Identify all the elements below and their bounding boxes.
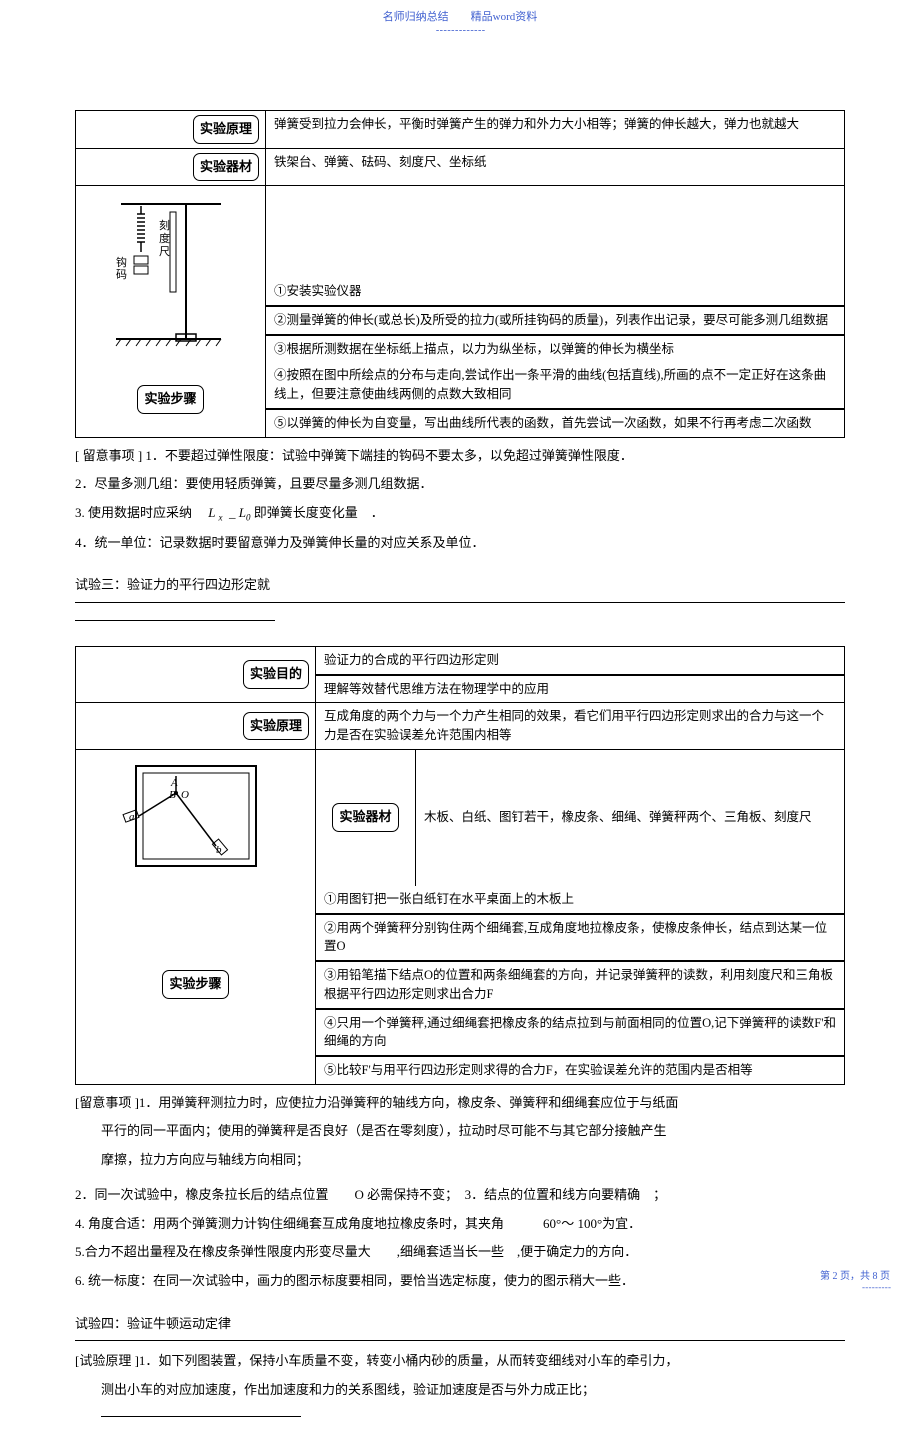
exp2-illustration: 刻 度 尺 钩 码: [76, 186, 266, 362]
exp3-illustration: A B O a b: [76, 750, 316, 886]
svg-text:钩: 钩: [116, 255, 127, 269]
exp4-title: 试验四：验证牛顿运动定律: [75, 1312, 845, 1337]
exp2-row-steps: 实验步骤 ④按照在图中所绘点的分布与走向,尝试作出一条平滑的曲线(包括直线),所…: [76, 362, 844, 436]
exp2-note4: 4．统一单位：记录数据时要留意弹力及弹簧伸长量的对应关系及单位．: [75, 531, 845, 556]
exp3-purpose1: 验证力的合成的平行四边形定则: [316, 647, 844, 675]
exp2-row-equipment: 实验器材 铁架台、弹簧、砝码、刻度尺、坐标纸: [76, 149, 844, 187]
page-header: 名师归纳总结 精品word资料 - - - - - - - - - - - - …: [0, 0, 920, 40]
exp3-note1: [留意事项 ]1．用弹簧秤测拉力时，应使拉力沿弹簧秤的轴线方向，橡皮条、弹簧秤和…: [75, 1091, 845, 1116]
exp4-note1: [试验原理 ]1．如下列图装置，保持小车质量不变，转变小桶内砂的质量，从而转变细…: [75, 1349, 845, 1374]
exp2-label-principle: 实验原理: [193, 115, 259, 144]
exp3-label-equipment: 实验器材: [332, 803, 398, 832]
exp2-note1: [ 留意事项 ] 1．不要超过弹性限度：试验中弹簧下端挂的钩码不要太多，以免超过…: [75, 444, 845, 469]
exp2-step2: ②测量弹簧的伸长(或总长)及所受的拉力(或所挂钩码的质量)，列表作出记录，要尽可…: [266, 306, 844, 335]
exp2-equipment-text: 铁架台、弹簧、砝码、刻度尺、坐标纸: [266, 149, 844, 186]
exp2-steps-pre: ①安装实验仪器 ②测量弹簧的伸长(或总长)及所受的拉力(或所挂钩码的质量)，列表…: [266, 186, 844, 362]
exp3-mid: A B O a b 实验器材 木板、白纸、图钉若干，橡皮条、细绳、弹簧: [76, 750, 844, 886]
exp3-note1c: 摩擦，拉力方向应与轴线方向相同；: [75, 1148, 845, 1173]
exp2-step3: ③根据所测数据在坐标纸上描点，以力为纵坐标，以弹簧的伸长为横坐标: [266, 335, 844, 363]
exp4-note1b: 测出小车的对应加速度，作出加速度和力的关系图线，验证加速度是否与外力成正比；: [75, 1378, 845, 1403]
exp2-step4: ④按照在图中所绘点的分布与走向,尝试作出一条平滑的曲线(包括直线),所画的点不一…: [266, 362, 844, 409]
exp3-row-purpose: 实验目的 验证力的合成的平行四边形定则 理解等效替代思维方法在物理学中的应用: [76, 647, 844, 704]
short-underline: [75, 620, 275, 621]
exp3-note1b: 平行的同一平面内；使用的弹簧秤是否良好（是否在零刻度），拉动时尽可能不与其它部分…: [75, 1119, 845, 1144]
exp2-mid: 刻 度 尺 钩 码 ①安装实验仪器 ②测量弹簧的伸长(或总长)及所受的: [76, 186, 844, 362]
exp2-label-equipment: 实验器材: [193, 153, 259, 182]
ruler-label: 刻: [159, 218, 170, 232]
svg-text:A: A: [170, 777, 178, 789]
exp3-step2: ②用两个弹簧秤分别钩住两个细绳套,互成角度地拉橡皮条，使橡皮条伸长，结点到达某一…: [316, 914, 844, 962]
footer-text: 第 2 页，共 8 页: [820, 1271, 890, 1282]
formula-lx-l0: L x _ L0: [208, 505, 250, 520]
exp2-row-principle: 实验原理 弹簧受到拉力会伸长，平衡时弹簧产生的弹力和外力大小相等；弹簧的伸长越大…: [76, 111, 844, 149]
exp2-step5: ⑤以弹簧的伸长为自变量，写出曲线所代表的函数，首先尝试一次函数，如果不行再考虑二…: [266, 409, 844, 437]
header-text: 名师归纳总结 精品word资料: [383, 11, 538, 23]
spring-setup-icon: 刻 度 尺 钩 码: [111, 194, 231, 354]
section-line: [75, 602, 845, 603]
exp3-step5: ⑤比较F'与用平行四边形定则求得的合力F，在实验误差允许的范围内是否相等: [316, 1056, 844, 1084]
svg-text:O: O: [181, 789, 189, 801]
main-content: 实验原理 弹簧受到拉力会伸长，平衡时弹簧产生的弹力和外力大小相等；弹簧的伸长越大…: [0, 40, 920, 1451]
exp3-purpose2: 理解等效替代思维方法在物理学中的应用: [316, 675, 844, 703]
exp2-step1: ①安装实验仪器: [274, 282, 362, 301]
svg-text:尺: 尺: [159, 246, 170, 258]
exp3-note2: 2．同一次试验中，橡皮条拉长后的结点位置 O 必需保持不变； 3．结点的位置和线…: [75, 1183, 845, 1208]
svg-text:码: 码: [116, 268, 127, 281]
page-footer: 第 2 页，共 8 页 - - - - - - - - -: [820, 1267, 890, 1293]
exp3-row-steps: 实验步骤 ①用图钉把一张白纸钉在水平桌面上的木板上 ②用两个弹簧秤分别钩住两个细…: [76, 886, 844, 1084]
exp3-label-purpose: 实验目的: [243, 660, 309, 689]
exp3-principle: 互成角度的两个力与一个力产生相同的效果，看它们用平行四边形定则求出的合力与这一个…: [316, 703, 844, 749]
svg-text:度: 度: [159, 231, 170, 245]
exp3-note4: 5.合力不超出量程及在橡皮条弹性限度内形变尽量大 ,细绳套适当长一些 ,便于确定…: [75, 1240, 845, 1265]
short-underline-2: [101, 1416, 301, 1417]
svg-text:a: a: [129, 811, 135, 823]
exp3-label-principle: 实验原理: [243, 712, 309, 741]
exp3-step3: ③用铅笔描下结点O的位置和两条细绳套的方向，并记录弹簧秤的读数，利用刻度尺和三角…: [316, 961, 844, 1009]
force-board-icon: A B O a b: [121, 758, 271, 878]
exp3-note3: 4. 角度合适：用两个弹簧测力计钩住细绳套互成角度地拉橡皮条时，其夹角 60°～…: [75, 1212, 845, 1237]
footer-divider: - - - - - - - - -: [862, 1282, 890, 1292]
exp3-row-principle: 实验原理 互成角度的两个力与一个力产生相同的效果，看它们用平行四边形定则求出的合…: [76, 703, 844, 750]
section-line-2: [75, 1340, 845, 1341]
exp3-step1: ①用图钉把一张白纸钉在水平桌面上的木板上: [316, 886, 844, 914]
exp2-label-steps: 实验步骤: [137, 385, 203, 414]
exp3-equipment: 木板、白纸、图钉若干，橡皮条、细绳、弹簧秤两个、三角板、刻度尺: [416, 750, 844, 886]
exp3-tree: 实验目的 验证力的合成的平行四边形定则 理解等效替代思维方法在物理学中的应用 实…: [75, 646, 845, 1085]
exp3-note5: 6. 统一标度：在同一次试验中，画力的图示标度要相同，要恰当选定标度，使力的图示…: [75, 1269, 845, 1294]
exp3-title: 试验三：验证力的平行四边形定就: [75, 573, 845, 598]
exp2-principle-text: 弹簧受到拉力会伸长，平衡时弹簧产生的弹力和外力大小相等；弹簧的伸长越大，弹力也就…: [266, 111, 844, 148]
exp2-note2: 2．尽量多测几组：要使用轻质弹簧，且要尽量多测几组数据．: [75, 472, 845, 497]
exp3-step4: ④只用一个弹簧秤,通过细绳套把橡皮条的结点拉到与前面相同的位置O,记下弹簧秤的读…: [316, 1009, 844, 1057]
exp3-label-steps: 实验步骤: [162, 970, 228, 999]
header-divider: - - - - - - - - - - - - -: [436, 25, 484, 36]
exp2-tree: 实验原理 弹簧受到拉力会伸长，平衡时弹簧产生的弹力和外力大小相等；弹簧的伸长越大…: [75, 110, 845, 438]
exp2-note3: 3. 使用数据时应采纳 L x _ L0 即弹簧长度变化量 ．: [75, 501, 845, 527]
